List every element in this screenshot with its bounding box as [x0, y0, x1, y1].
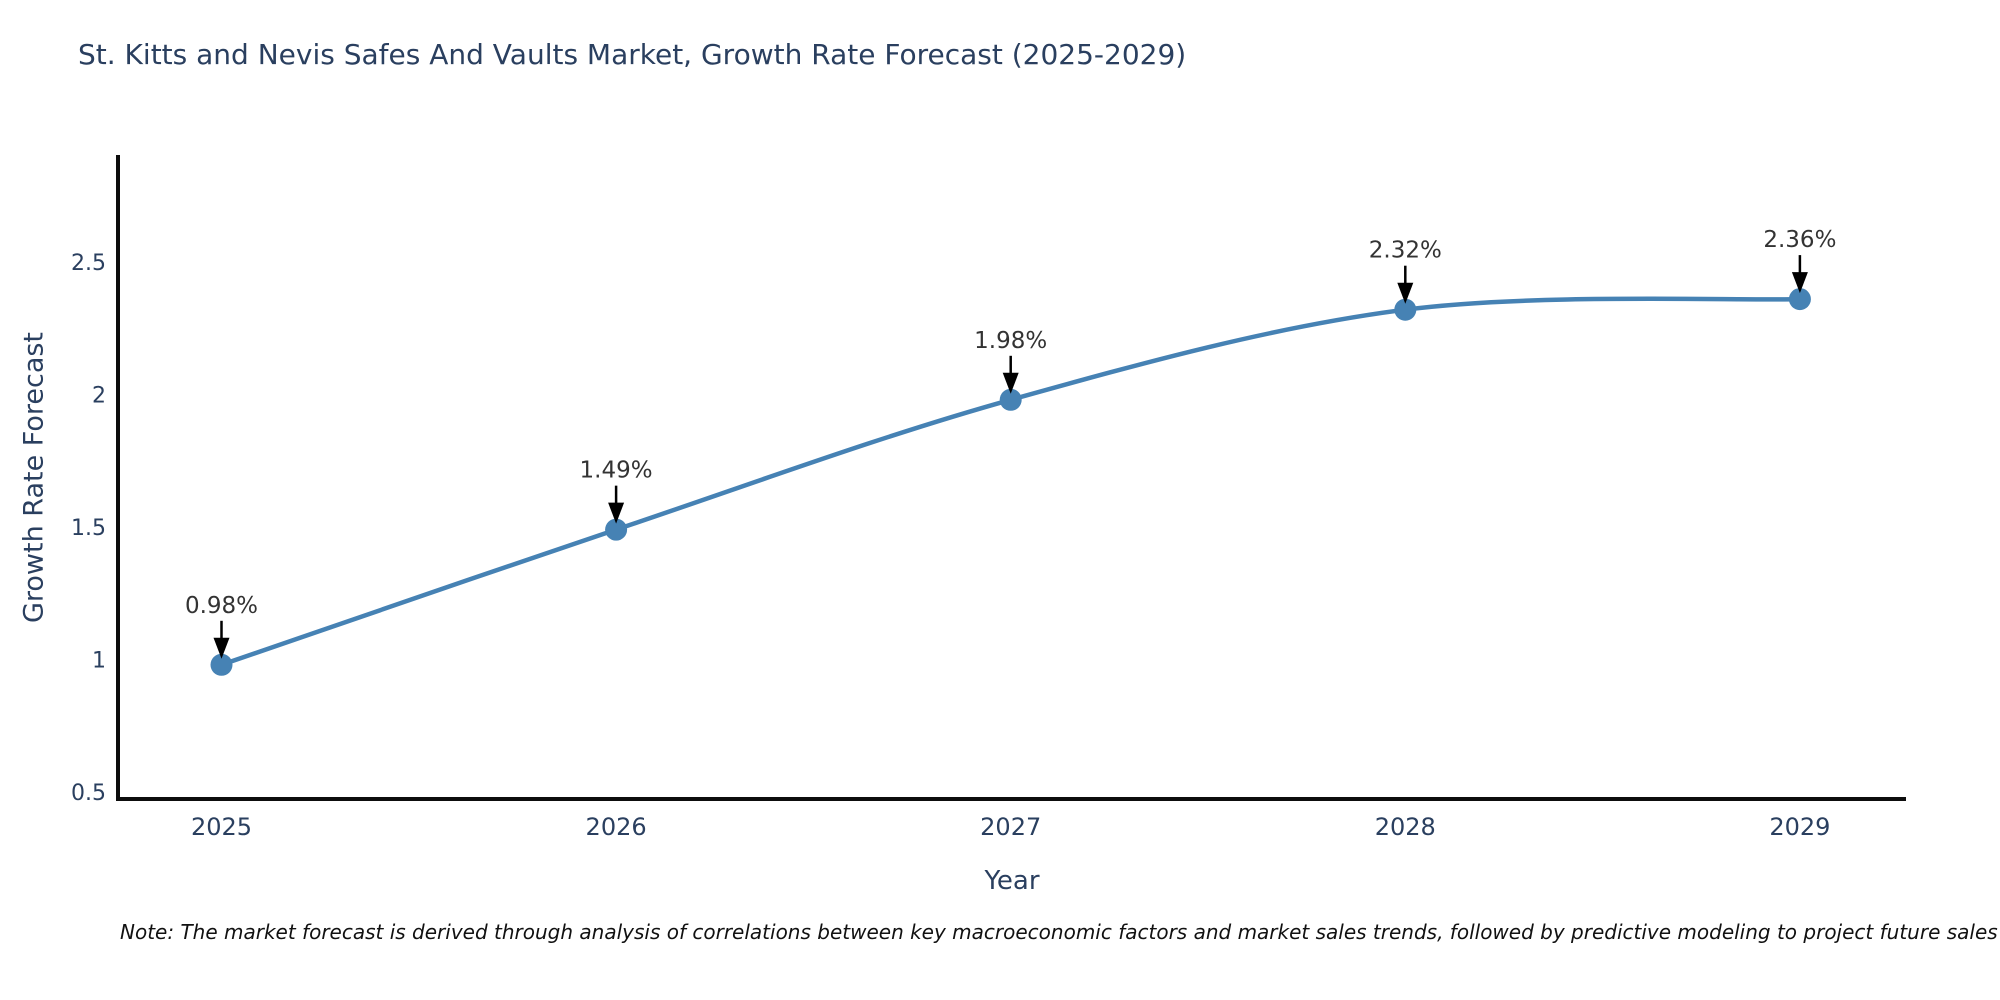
annotation-arrowhead-icon: [1791, 272, 1808, 294]
chart-title: St. Kitts and Nevis Safes And Vaults Mar…: [78, 38, 1187, 71]
annotation-arrowhead-icon: [608, 502, 625, 524]
data-point-marker: [1394, 298, 1417, 321]
y-tick-label: 2: [92, 384, 106, 409]
x-tick-label: 2027: [980, 813, 1041, 841]
data-point-marker: [1788, 288, 1811, 311]
data-point-marker: [210, 653, 233, 676]
y-tick-label: 1.5: [71, 516, 106, 541]
x-tick-label: 2028: [1375, 813, 1436, 841]
y-tick-label: 1: [92, 649, 106, 674]
annotation-arrowhead-icon: [213, 637, 230, 659]
data-point-marker: [605, 518, 628, 541]
x-tick-label: 2026: [586, 813, 647, 841]
x-axis-title: Year: [984, 866, 1040, 896]
data-point-marker: [999, 388, 1022, 411]
data-point-label: 2.36%: [1763, 227, 1836, 253]
footnote: Note: The market forecast is derived thr…: [120, 920, 1998, 944]
y-axis-title: Growth Rate Forecast: [18, 331, 50, 624]
data-point-label: 1.98%: [974, 328, 1047, 354]
data-point-label: 1.49%: [580, 458, 653, 484]
x-tick-label: 2029: [1769, 813, 1830, 841]
data-point-label: 2.32%: [1369, 238, 1442, 264]
annotation-arrowhead-icon: [1002, 372, 1019, 394]
data-point-label: 0.98%: [185, 593, 258, 619]
x-tick-label: 2025: [191, 813, 252, 841]
y-tick-label: 0.5: [71, 781, 106, 806]
annotation-arrowhead-icon: [1397, 282, 1414, 304]
y-tick-label: 2.5: [71, 251, 106, 276]
